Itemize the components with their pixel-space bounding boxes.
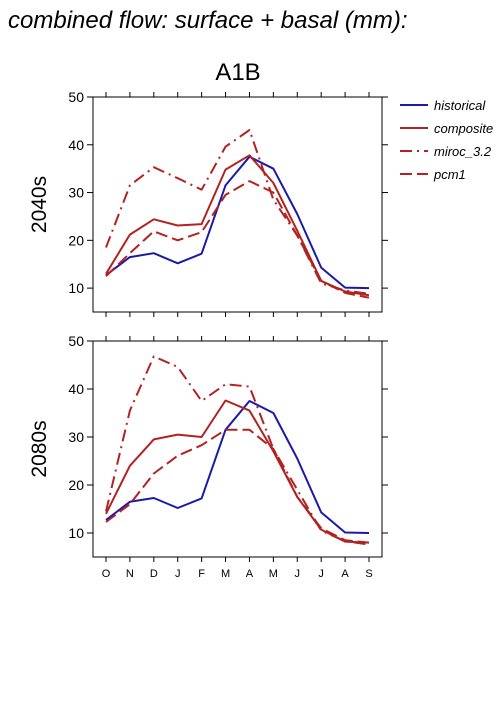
- x-tick-label: M: [221, 568, 230, 580]
- series-line-miroc-3-2: [105, 355, 370, 546]
- y-tick-label: 30: [68, 185, 84, 201]
- x-tick-label: A: [341, 568, 349, 580]
- panel-2080s: 10 20 30 40 50 O N D J F M A M J J A S 2080s: [28, 333, 388, 580]
- series-line-pcm1: [105, 180, 370, 299]
- legend-item-pcm1: pcm1: [400, 167, 466, 182]
- scenario-title: A1B: [215, 59, 260, 86]
- y-tick-label: 40: [68, 381, 84, 397]
- series-line-pcm1: [105, 428, 370, 544]
- series-line-composite: [105, 399, 370, 544]
- x-tick-label: F: [198, 568, 205, 580]
- y-tick-label: 50: [68, 333, 84, 349]
- legend-item-historical: historical: [400, 98, 486, 113]
- page-title: combined flow: surface + basal (mm):: [8, 7, 407, 34]
- x-tick-label: S: [365, 568, 372, 580]
- series-line-composite: [105, 154, 370, 297]
- x-tick-label: A: [246, 568, 254, 580]
- y-tick-label: 50: [68, 89, 84, 105]
- legend-label: historical: [434, 98, 486, 113]
- panel-label: 2080s: [28, 420, 51, 477]
- y-tick-label: 10: [68, 525, 84, 541]
- panel-label: 2040s: [28, 176, 51, 233]
- x-tick-label: J: [175, 568, 181, 580]
- series-line-historical: [105, 155, 370, 290]
- plot-frame: [92, 340, 383, 558]
- y-tick-label: 10: [68, 280, 84, 296]
- y-tick-label: 20: [68, 477, 84, 493]
- x-tick-label: J: [318, 568, 324, 580]
- y-tick-label: 20: [68, 232, 84, 248]
- y-tick-label: 30: [68, 429, 84, 445]
- plot-frame: [92, 96, 383, 313]
- series-line-miroc-3-2: [105, 129, 370, 295]
- x-tick-label: D: [150, 568, 158, 580]
- x-tick-label: O: [102, 568, 111, 580]
- x-tick-label: M: [269, 568, 278, 580]
- x-tick-label: J: [295, 568, 301, 580]
- legend-label: miroc_3.2: [434, 144, 492, 159]
- panel-2040s: 10 20 30 40 50 2040s: [28, 89, 388, 317]
- legend-item-miroc-3-2: miroc_3.2: [400, 144, 492, 159]
- legend-label: pcm1: [433, 167, 466, 182]
- y-tick-label: 40: [68, 137, 84, 153]
- chart-panels: 10 20 30 40 50 2040s 10 20 30 40 50 O N D J F M A M J J A S 208…: [28, 89, 388, 580]
- legend-item-composite: composite: [400, 121, 493, 136]
- series-line-historical: [105, 400, 370, 534]
- legend: historical composite miroc_3.2 pcm1: [400, 98, 493, 182]
- legend-label: composite: [434, 121, 493, 136]
- x-tick-label: N: [126, 568, 134, 580]
